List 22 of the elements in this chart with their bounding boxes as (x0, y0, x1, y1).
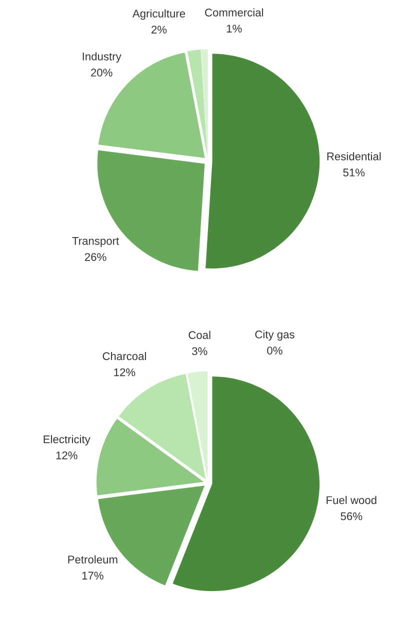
data-label: 26% (84, 253, 106, 261)
data-label: 20% (91, 68, 112, 77)
data-label: 17% (82, 572, 104, 580)
category-label: City gas (255, 330, 294, 341)
slice-label: Industry (82, 52, 122, 63)
slice-label: Fuel wood (326, 496, 376, 504)
data-label: 12% (56, 451, 78, 460)
data-label: 2% (152, 26, 167, 34)
slice-label: Coal (188, 330, 210, 340)
slice-label: Transport (72, 237, 120, 248)
data-label: 51% (343, 168, 365, 176)
slice-label: Agriculture (132, 9, 186, 20)
data-label: 56% (340, 512, 362, 520)
data-label: 3% (192, 347, 208, 356)
slice-label: Charcoal (102, 352, 146, 360)
data-label: 12% (114, 368, 136, 376)
slice-label: Residential (327, 152, 381, 160)
text: 0% (267, 346, 282, 354)
slice-label: Commercial (205, 8, 264, 16)
data-label: 1% (226, 24, 242, 33)
slice-label: Petroleum (68, 555, 118, 564)
slice-label: Electricity (44, 435, 90, 446)
